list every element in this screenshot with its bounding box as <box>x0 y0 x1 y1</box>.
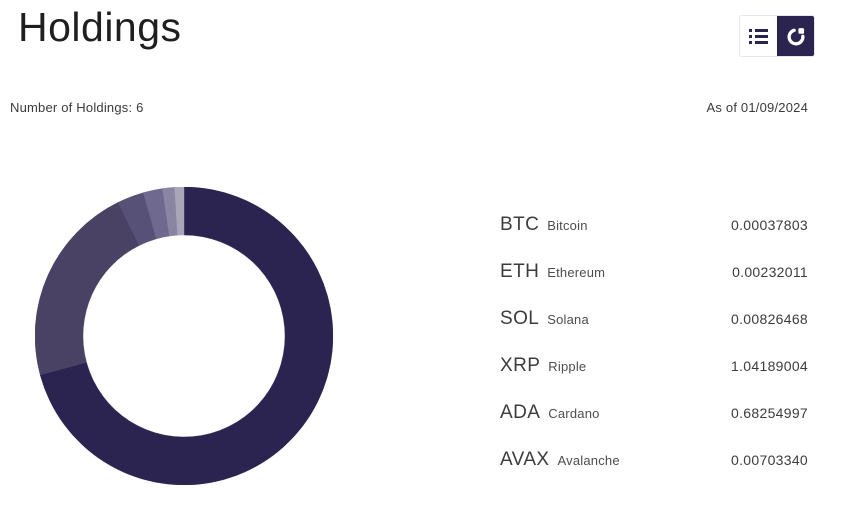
donut-slice-btc <box>39 187 333 485</box>
holdings-list: BTC Bitcoin 0.00037803 ETH Ethereum 0.0023201… <box>500 200 808 482</box>
asset-amount: 0.00703340 <box>731 452 808 468</box>
holding-row: BTC Bitcoin 0.00037803 <box>500 200 808 247</box>
holding-row: ETH Ethereum 0.00232011 <box>500 247 808 294</box>
asset-amount: 0.68254997 <box>731 405 808 421</box>
donut-chart-icon <box>785 25 807 47</box>
holding-row: SOL Solana 0.00826468 <box>500 294 808 341</box>
chart-view-button[interactable] <box>777 16 814 56</box>
asset-amount: 0.00826468 <box>731 311 808 327</box>
asset-amount: 1.04189004 <box>731 358 808 374</box>
donut-slice-eth <box>35 202 140 376</box>
asset-symbol: SOL <box>500 308 540 329</box>
asset-amount: 0.00037803 <box>731 217 808 233</box>
asset-symbol: BTC <box>500 214 540 235</box>
list-view-button[interactable] <box>740 16 777 56</box>
view-toggle <box>739 15 815 57</box>
asset-symbol: AVAX <box>500 449 550 470</box>
asset-symbol: ADA <box>500 402 541 423</box>
holdings-count: Number of Holdings: 6 <box>10 100 144 115</box>
asset-name: Bitcoin <box>547 218 588 233</box>
asset-symbol: ETH <box>500 261 540 282</box>
asset-symbol: XRP <box>500 355 541 376</box>
donut-slice-avax <box>174 187 185 236</box>
holding-row: XRP Ripple 1.04189004 <box>500 341 808 388</box>
asset-name: Avalanche <box>557 453 620 468</box>
holdings-donut-chart <box>35 187 333 485</box>
page-title: Holdings <box>18 4 182 50</box>
holding-row: ADA Cardano 0.68254997 <box>500 388 808 435</box>
holding-row: AVAX Avalanche 0.00703340 <box>500 435 808 482</box>
asset-amount: 0.00232011 <box>732 264 808 280</box>
asset-name: Ripple <box>548 359 587 374</box>
asset-name: Cardano <box>548 406 600 421</box>
asset-name: Ethereum <box>547 265 606 280</box>
asset-name: Solana <box>547 312 589 327</box>
list-icon <box>749 28 768 45</box>
as-of-date: As of 01/09/2024 <box>706 100 808 115</box>
